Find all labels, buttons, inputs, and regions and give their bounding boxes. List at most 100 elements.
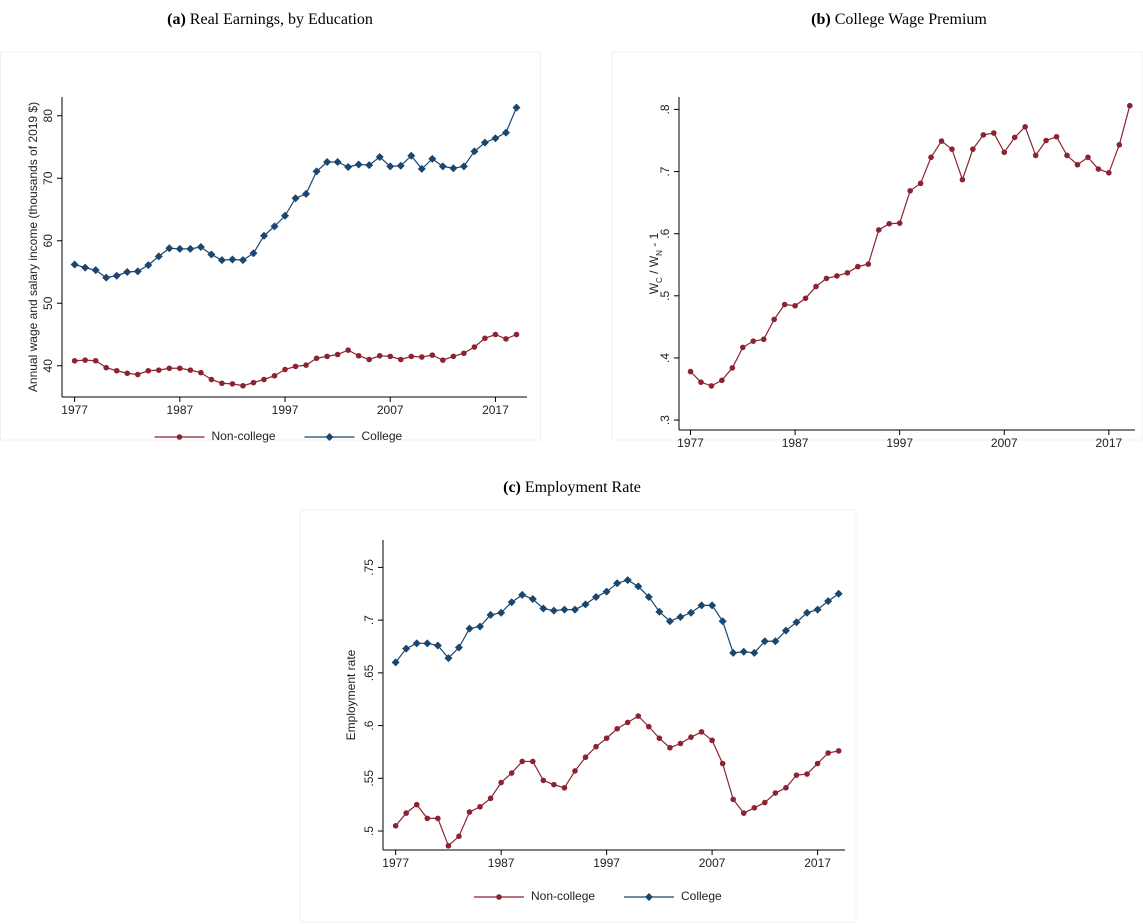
marker <box>507 598 516 607</box>
x-tick-label: 1997 <box>272 403 299 417</box>
marker <box>793 772 800 778</box>
y-tick-label: .7 <box>658 166 672 176</box>
y-tick-label: .65 <box>362 664 376 681</box>
marker <box>813 605 822 614</box>
marker <box>1001 149 1008 156</box>
marker <box>624 719 631 726</box>
marker <box>391 658 400 667</box>
marker <box>928 154 934 161</box>
marker <box>644 592 653 601</box>
y-tick-label: .6 <box>362 720 376 730</box>
legend-label: College <box>362 429 403 443</box>
y-axis-label: Employment rate <box>344 649 358 740</box>
marker <box>376 352 383 359</box>
marker <box>623 576 632 585</box>
marker <box>540 777 547 784</box>
marker <box>207 250 216 259</box>
x-tick-label: 1977 <box>61 403 88 417</box>
marker <box>477 803 483 810</box>
marker <box>592 592 601 601</box>
marker <box>281 211 290 220</box>
marker <box>103 364 109 371</box>
title-text: Real Earnings, by Education <box>190 11 373 28</box>
panel-frame <box>299 509 857 923</box>
marker <box>719 377 725 384</box>
y-tick-label: .55 <box>362 770 376 787</box>
y-label-text: - 1 <box>647 232 661 250</box>
x-tick-label: 1987 <box>166 403 193 417</box>
marker <box>497 608 506 617</box>
x-tick-label: 2007 <box>991 436 1018 450</box>
marker <box>261 376 267 383</box>
y-tick-label: 70 <box>41 171 55 185</box>
title-text: Employment Rate <box>525 479 641 496</box>
marker <box>804 771 810 777</box>
marker <box>813 283 819 290</box>
marker <box>355 352 362 359</box>
marker <box>518 590 527 599</box>
marker <box>834 589 843 598</box>
legend-label: College <box>681 889 722 903</box>
marker <box>498 779 504 786</box>
marker <box>487 795 494 802</box>
marker <box>112 271 121 280</box>
marker <box>1095 166 1102 172</box>
marker <box>187 367 194 373</box>
marker <box>492 331 499 338</box>
marker <box>102 273 111 282</box>
marker <box>739 344 746 351</box>
marker <box>386 162 395 171</box>
y-label-text: Employment rate <box>344 649 358 740</box>
marker <box>896 220 903 226</box>
marker <box>1011 134 1018 141</box>
marker <box>208 376 215 383</box>
marker <box>677 740 684 747</box>
marker <box>354 160 363 169</box>
marker <box>486 610 495 619</box>
marker <box>375 153 384 161</box>
marker <box>698 729 705 735</box>
marker <box>413 801 420 808</box>
y-tick-label: 60 <box>41 234 55 248</box>
marker <box>750 648 759 657</box>
marker <box>760 637 769 646</box>
marker <box>166 365 173 372</box>
y-tick-label: .75 <box>362 559 376 576</box>
marker <box>71 357 78 364</box>
marker <box>491 134 500 143</box>
marker <box>155 367 162 373</box>
legend-label: Non-college <box>531 889 595 903</box>
marker <box>760 336 767 343</box>
marker <box>1043 137 1049 144</box>
y-tick-label: .5 <box>362 826 376 836</box>
marker <box>238 256 247 265</box>
marker <box>81 263 90 272</box>
y-label-text: W <box>647 282 661 294</box>
marker <box>92 357 99 364</box>
marker <box>593 743 599 750</box>
marker <box>508 770 515 776</box>
marker <box>570 605 579 614</box>
marker <box>465 624 474 633</box>
x-tick-label: 1987 <box>488 856 515 870</box>
marker <box>154 252 163 261</box>
marker <box>655 607 664 616</box>
marker <box>844 270 851 276</box>
marker <box>313 355 320 362</box>
marker <box>1085 154 1091 161</box>
marker <box>1126 102 1133 109</box>
y-tick-label: 40 <box>41 359 55 373</box>
marker <box>177 365 183 372</box>
marker <box>835 748 842 754</box>
marker <box>270 222 279 231</box>
x-tick-label: 2007 <box>699 856 726 870</box>
marker <box>303 362 309 368</box>
marker <box>291 194 300 203</box>
marker <box>1116 142 1123 148</box>
marker <box>698 379 704 385</box>
legend-label: Non-college <box>212 429 276 443</box>
marker <box>344 163 353 171</box>
marker <box>271 372 278 379</box>
marker <box>323 158 332 166</box>
